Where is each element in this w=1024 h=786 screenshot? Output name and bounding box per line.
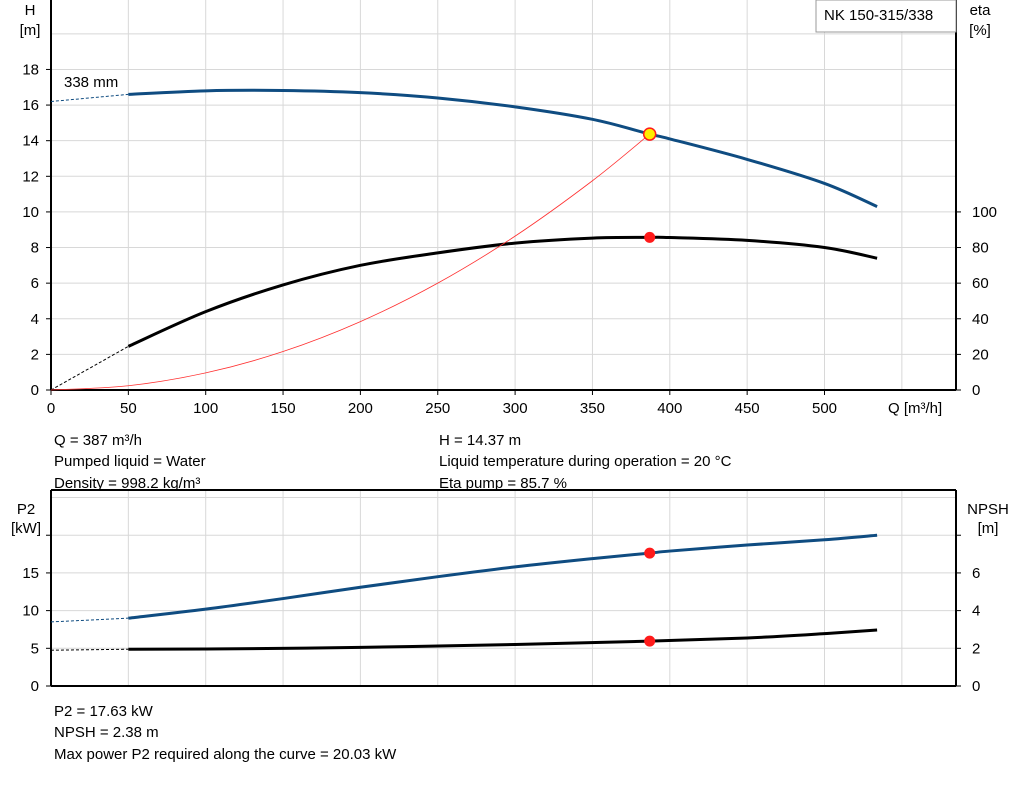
y-tick-label-right: 20 — [972, 346, 989, 363]
y-tick-label-right: 40 — [972, 311, 989, 328]
labels: NK 150-315/338 338 mm Q [m³/h] H [m] eta… — [11, 0, 1009, 763]
y-tick-label-right: 60 — [972, 275, 989, 292]
p2-operating-point — [644, 547, 656, 559]
head-curve-extrapolated — [50, 93, 129, 103]
chart-title: NK 150-315/338 — [824, 7, 933, 24]
npsh-label-2: [m] — [978, 520, 999, 537]
axes: 0 50 100 150 200 250 300 350 400 450 5000246810121… — [22, 0, 997, 695]
y-tick-label-right: 2 — [972, 640, 980, 657]
x-tick-label: 450 — [735, 400, 760, 417]
y-tick-label-left: 0 — [31, 678, 39, 695]
x-axis-label: Q [m³/h] — [888, 400, 942, 417]
y-tick-label-left: 12 — [22, 168, 39, 185]
y-tick-label-left: 5 — [31, 640, 39, 657]
y-tick-label-left: 10 — [22, 603, 39, 620]
x-tick-label: 0 — [47, 400, 55, 417]
eta-operating-point — [644, 231, 656, 243]
p2-label-2: [kW] — [11, 520, 41, 537]
y-tick-label-left: 4 — [31, 311, 39, 328]
y-right-label-2: [%] — [969, 22, 991, 39]
info-p2: P2 = 17.63 kW — [54, 703, 154, 720]
x-tick-label: 200 — [348, 400, 373, 417]
y-tick-label-left: 0 — [31, 382, 39, 399]
markers — [642, 127, 657, 647]
p2-curve-extrapolated — [50, 617, 129, 623]
y-left-label-2: [m] — [20, 22, 41, 39]
eta-curve-extrapolated — [50, 345, 129, 391]
y-left-label-1: H — [25, 2, 36, 19]
duty-point-marker — [642, 127, 657, 141]
x-tick-label: 350 — [580, 400, 605, 417]
head-curve — [128, 88, 878, 208]
p2-curve — [128, 533, 878, 620]
x-tick-label: 250 — [425, 400, 450, 417]
y-tick-label-left: 6 — [31, 275, 39, 292]
x-tick-label: 400 — [657, 400, 682, 417]
info-eta: Eta pump = 85.7 % — [439, 475, 567, 492]
y-tick-label-right: 0 — [972, 382, 980, 399]
npsh-curve — [128, 628, 878, 651]
info-max-power: Max power P2 required along the curve = … — [54, 746, 397, 763]
curves — [50, 88, 878, 651]
y-tick-label-left: 10 — [22, 204, 39, 221]
info-q: Q = 387 m³/h — [54, 432, 142, 449]
x-tick-label: 50 — [120, 400, 137, 417]
y-tick-label-right: 0 — [972, 678, 980, 695]
y-tick-label-right: 80 — [972, 240, 989, 257]
y-tick-label-left: 18 — [22, 61, 39, 78]
y-right-label-1: eta — [970, 2, 992, 19]
y-tick-label-right: 4 — [972, 603, 980, 620]
system-curve — [50, 133, 650, 391]
eta-curve — [127, 235, 878, 348]
info-h: H = 14.37 m — [439, 432, 521, 449]
curve-label: 338 mm — [64, 74, 118, 91]
y-tick-label-left: 14 — [22, 133, 39, 150]
info-npsh: NPSH = 2.38 m — [54, 724, 159, 741]
y-tick-label-left: 15 — [22, 565, 39, 582]
title-box — [815, 0, 957, 33]
x-tick-label: 150 — [271, 400, 296, 417]
grid-bottom — [51, 490, 956, 686]
npsh-curve-extrapolated — [50, 648, 129, 651]
info-density: Density = 998.2 kg/m³ — [54, 475, 200, 492]
info-temp: Liquid temperature during operation = 20… — [439, 453, 732, 470]
y-tick-label-right: 100 — [972, 204, 997, 221]
npsh-operating-point — [644, 635, 656, 647]
npsh-label-1: NPSH — [967, 501, 1009, 518]
y-tick-label-right: 6 — [972, 565, 980, 582]
x-tick-label: 500 — [812, 400, 837, 417]
p2-label-1: P2 — [17, 501, 35, 518]
grid-top — [51, 0, 956, 390]
x-tick-label: 300 — [503, 400, 528, 417]
x-tick-label: 100 — [193, 400, 218, 417]
y-tick-label-left: 16 — [22, 97, 39, 114]
y-tick-label-left: 8 — [31, 240, 39, 257]
info-liquid: Pumped liquid = Water — [54, 453, 206, 470]
y-tick-label-left: 2 — [31, 346, 39, 363]
